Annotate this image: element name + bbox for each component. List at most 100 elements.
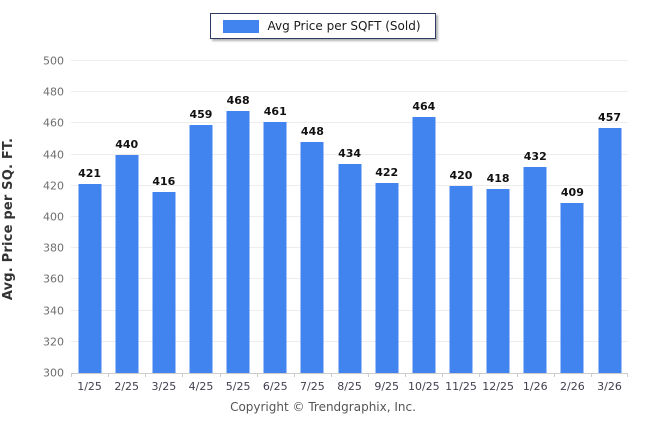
- gridline: [71, 122, 628, 124]
- bar-column: 422 9/25: [368, 61, 405, 393]
- bar-column: 409 2/26: [554, 61, 591, 393]
- legend-label: Avg Price per SQFT (Sold): [267, 19, 421, 33]
- x-tick-label: 7/25: [300, 380, 325, 393]
- x-tick-label: 8/25: [337, 380, 362, 393]
- legend-swatch-icon: [223, 19, 260, 33]
- bar: [449, 185, 473, 373]
- x-tick-label: 12/25: [482, 380, 514, 393]
- bar: [152, 192, 176, 373]
- bar-value-label: 461: [263, 104, 287, 118]
- bar: [523, 167, 547, 373]
- bar-value-label: 434: [338, 146, 362, 160]
- bar-column: 421 1/25: [71, 61, 108, 393]
- bar-column: 459 4/25: [182, 61, 219, 393]
- x-tick-label: 4/25: [188, 380, 214, 393]
- y-tick-label: 460: [43, 116, 64, 130]
- x-tick-label: 9/25: [374, 380, 400, 393]
- x-tick-label: 10/25: [407, 380, 440, 393]
- axis-tick: [405, 373, 407, 377]
- axis-tick: [256, 373, 258, 377]
- axis-tick: [71, 373, 72, 377]
- axis-tick: [368, 373, 370, 377]
- y-tick-label: 360: [43, 272, 64, 286]
- x-tick-label: 6/25: [262, 380, 288, 393]
- bar-column: 457 3/26: [591, 61, 628, 393]
- y-tick-label: 380: [43, 241, 64, 255]
- y-axis-title: Avg. Price per SQ. FT.: [1, 137, 16, 301]
- bar-column: 461 6/25: [257, 61, 294, 393]
- x-tick-label: 3/25: [151, 380, 177, 393]
- bar-column: 434 8/25: [331, 61, 368, 393]
- bar-value-label: 440: [115, 137, 139, 151]
- x-tick-label: 11/25: [445, 380, 477, 393]
- bar-value-label: 422: [375, 165, 399, 179]
- gridline: [71, 153, 628, 155]
- bar: [263, 121, 287, 373]
- bar-value-label: 420: [449, 168, 473, 182]
- gridline: [71, 91, 628, 93]
- y-tick-label: 340: [43, 304, 64, 318]
- bar: [412, 117, 436, 373]
- y-tick-label: 440: [43, 148, 64, 162]
- y-tick-label: 320: [43, 335, 64, 349]
- bar: [189, 124, 213, 373]
- y-tick-label: 500: [43, 54, 64, 68]
- axis-tick: [553, 373, 555, 377]
- bar: [598, 128, 622, 373]
- bar: [486, 188, 510, 373]
- bar-column: 420 11/25: [442, 61, 479, 393]
- bar-columns: 421 1/25 440 2/25 416 3/25 459 4/25 468 5/25 461 6/…: [71, 61, 628, 393]
- legend-box: Avg Price per SQFT (Sold): [210, 13, 436, 39]
- bar-value-label: 459: [189, 107, 213, 121]
- axis-tick: [108, 373, 110, 377]
- bar-column: 432 1/26: [517, 61, 554, 393]
- bar: [560, 202, 584, 373]
- axis-tick: [219, 373, 221, 377]
- x-tick-label: 2/26: [560, 380, 585, 393]
- bar-column: 448 7/25: [294, 61, 331, 393]
- bar-value-label: 418: [486, 171, 510, 185]
- bar-value-label: 432: [523, 150, 547, 164]
- bar-value-label: 448: [300, 125, 324, 139]
- bar: [115, 154, 139, 373]
- bar-value-label: 409: [560, 185, 584, 199]
- y-axis-tick-labels: 300 320 340 360 380 400 420 440 460 480 500: [18, 55, 64, 380]
- x-tick-label: 2/25: [114, 380, 140, 393]
- x-tick-label: 3/26: [597, 380, 622, 393]
- x-tick-label: 5/25: [225, 380, 251, 393]
- x-tick-label: 1/26: [522, 380, 548, 393]
- y-tick-label: 300: [43, 366, 64, 380]
- axis-tick: [627, 373, 628, 377]
- gridline: [71, 60, 628, 61]
- bar-column: 418 12/25: [480, 61, 517, 393]
- axis-tick: [145, 373, 147, 377]
- bar-value-label: 457: [598, 111, 622, 125]
- axis-tick: [182, 373, 184, 377]
- bar-column: 464 10/25: [405, 61, 442, 393]
- bar-value-label: 421: [78, 167, 102, 181]
- plot-area: 421 1/25 440 2/25 416 3/25 459 4/25 468 5/25 461 6/…: [71, 60, 628, 393]
- legend: Avg Price per SQFT (Sold): [0, 13, 646, 39]
- bar-column: 440 2/25: [108, 61, 145, 393]
- bar: [226, 110, 250, 373]
- bar-value-label: 468: [226, 93, 250, 107]
- bar: [375, 182, 399, 373]
- bar-value-label: 416: [152, 175, 176, 189]
- axis-tick: [516, 373, 518, 377]
- x-axis-baseline: [71, 373, 628, 374]
- x-tick-label: 1/25: [77, 380, 102, 393]
- axis-tick: [330, 373, 332, 377]
- y-tick-label: 480: [43, 85, 64, 99]
- copyright-footer: Copyright © Trendgraphix, Inc.: [230, 400, 416, 414]
- y-tick-label: 400: [43, 210, 64, 224]
- bar: [78, 184, 102, 373]
- axis-tick: [293, 373, 295, 377]
- bar-value-label: 464: [412, 100, 436, 114]
- y-tick-label: 420: [43, 179, 64, 193]
- bar: [300, 142, 324, 373]
- bar-column: 468 5/25: [220, 61, 257, 393]
- axis-tick: [442, 373, 444, 377]
- axis-tick: [479, 373, 481, 377]
- axis-tick: [590, 373, 592, 377]
